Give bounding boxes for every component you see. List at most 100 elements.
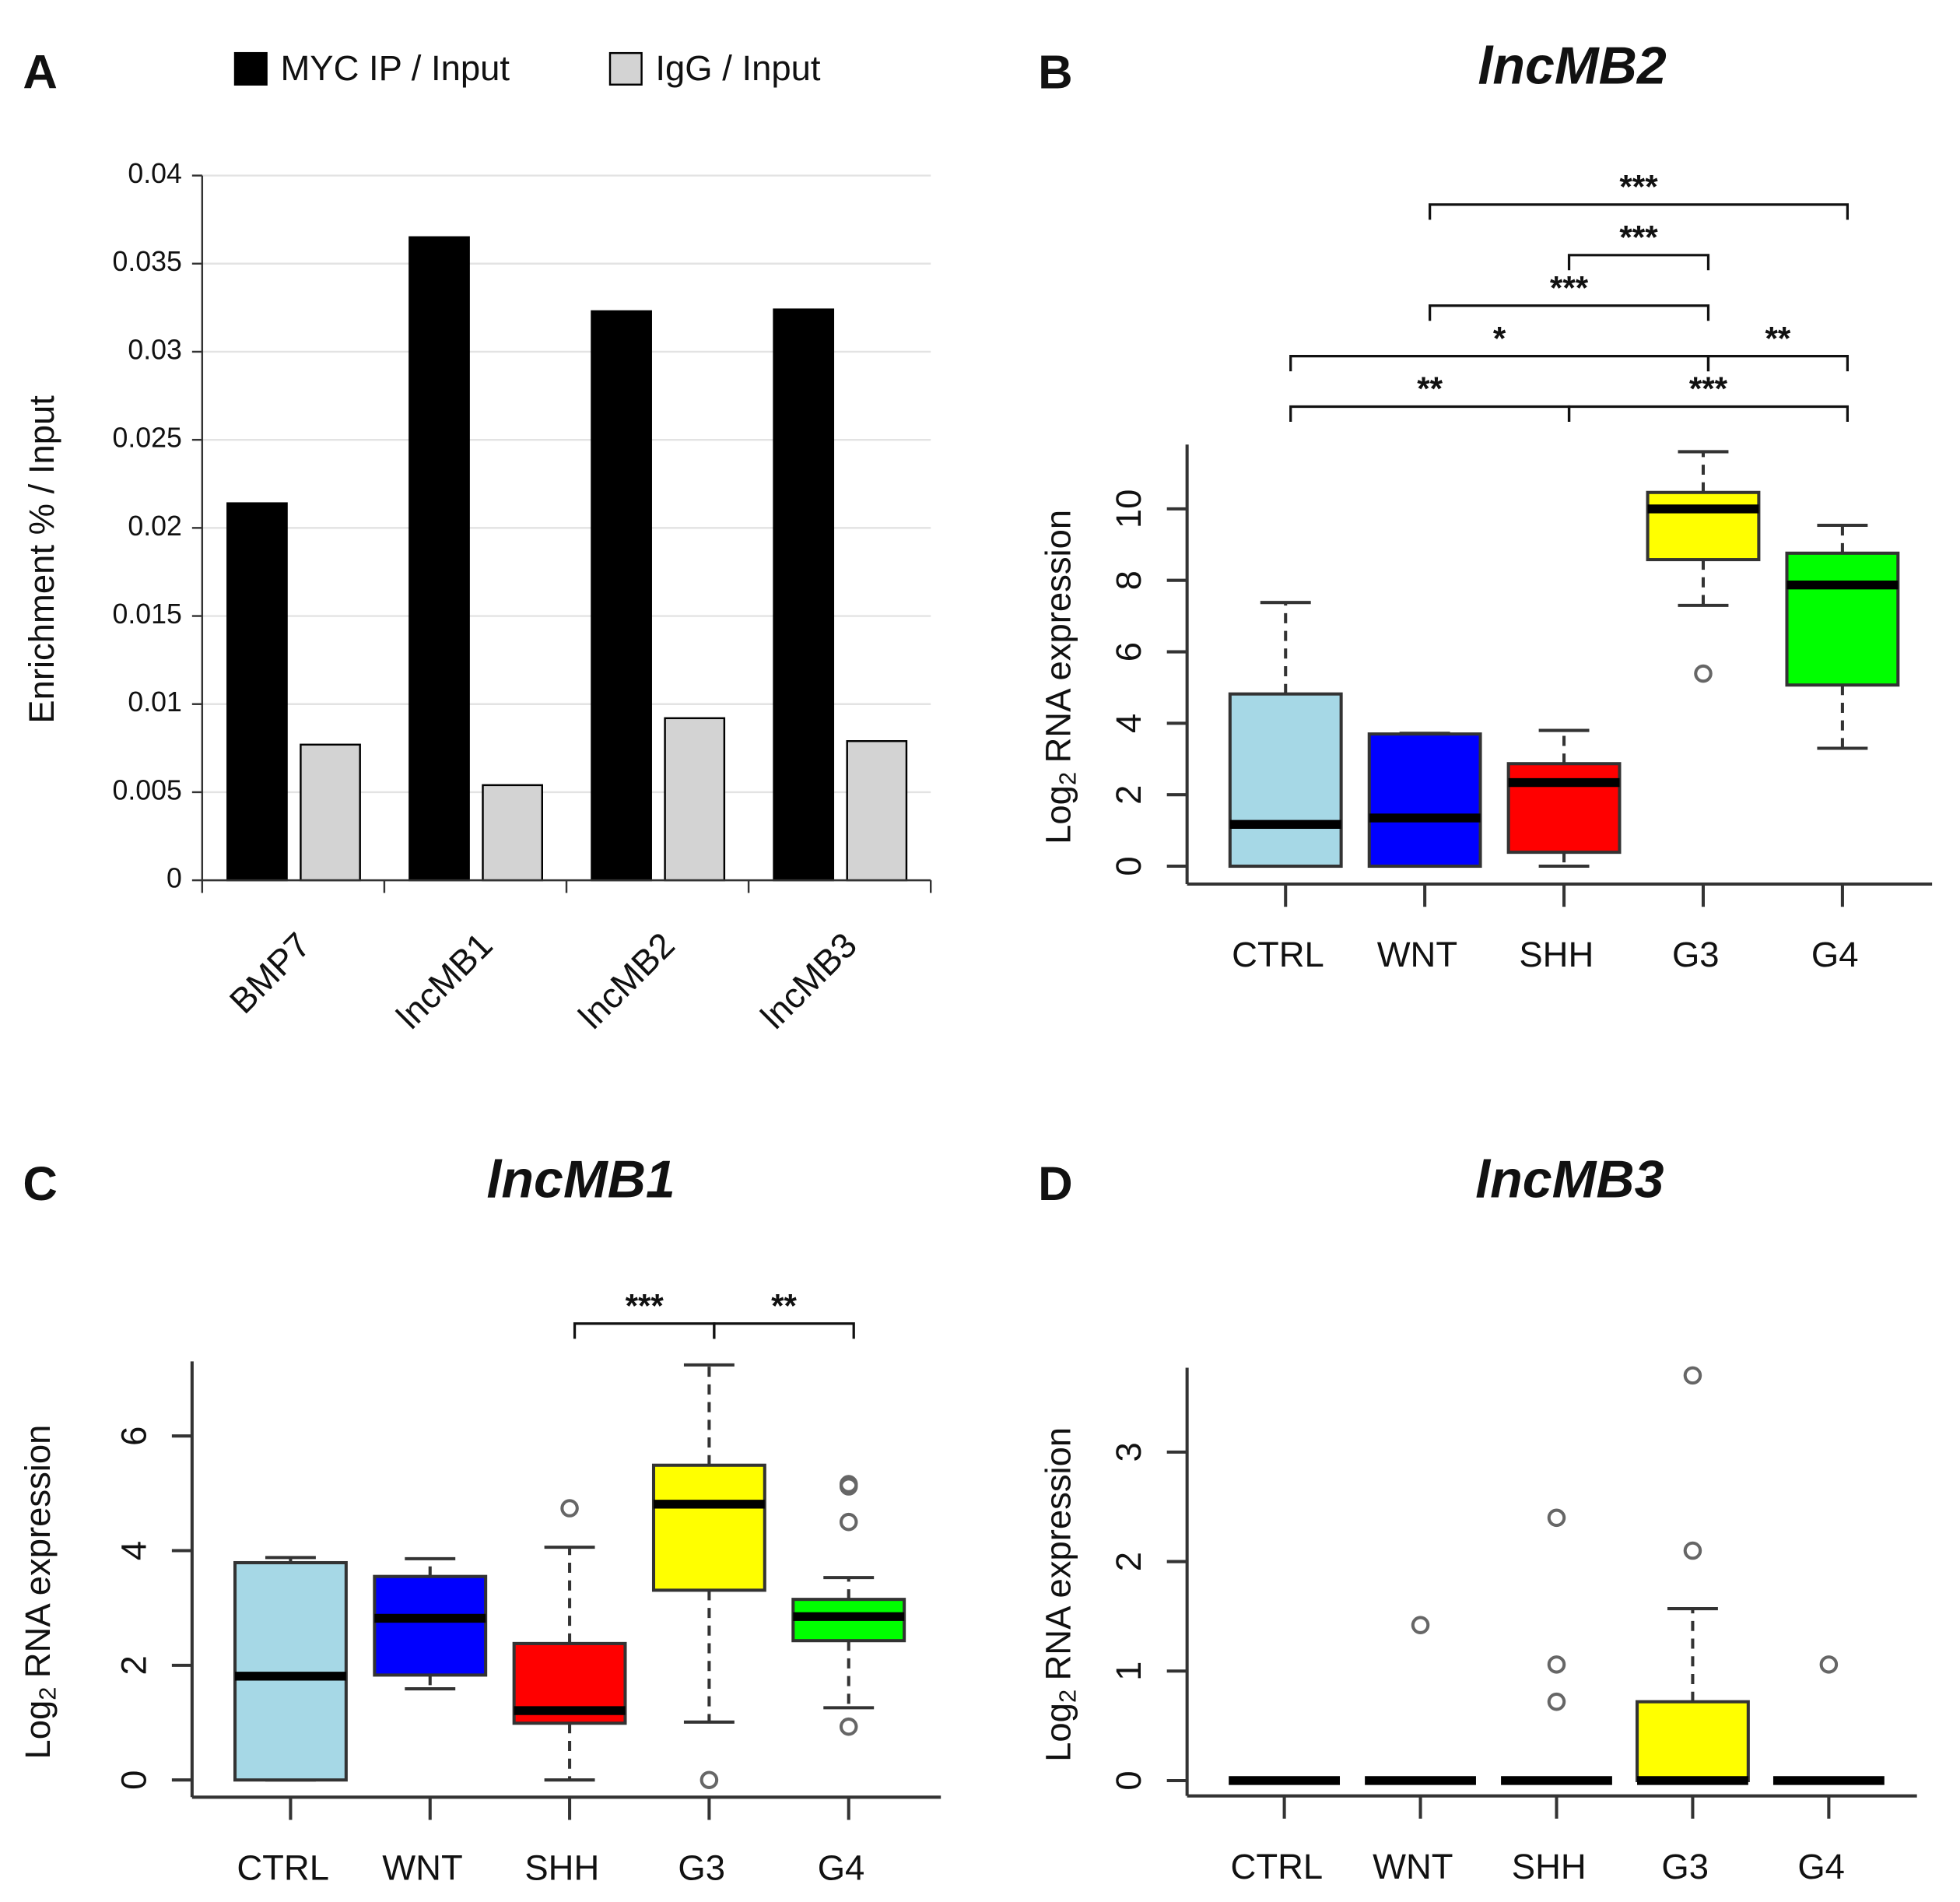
chart-title: lncMB3 — [1475, 1150, 1664, 1209]
x-tick-label: G3 — [1661, 1847, 1709, 1886]
y-tick-label: 4 — [114, 1541, 153, 1560]
y-tick-label: 0.04 — [128, 158, 181, 189]
y-tick-label: 6 — [1109, 642, 1148, 661]
outlier — [839, 1717, 858, 1736]
bar — [591, 310, 652, 882]
significance-bracket — [1289, 405, 1571, 423]
outlier — [1683, 1366, 1702, 1385]
x-tick-label: WNT — [1377, 935, 1457, 974]
box — [1785, 551, 1900, 687]
y-axis-label-sub: 2 — [1054, 1690, 1082, 1703]
y-tick-label: 0.03 — [128, 334, 181, 365]
bar — [300, 743, 361, 882]
significance-bracket — [1429, 203, 1850, 220]
x-tick-label: CTRL — [1231, 1847, 1324, 1886]
x-tick-label: G4 — [1797, 1847, 1845, 1886]
significance-label: *** — [1619, 169, 1658, 205]
y-tick-label: 0.035 — [113, 246, 182, 277]
y-tick-label: 2 — [114, 1655, 153, 1675]
bar — [846, 740, 908, 882]
box — [1635, 1700, 1750, 1783]
y-tick-label: 0.02 — [128, 511, 181, 542]
x-tick-label: G4 — [818, 1848, 865, 1887]
outlier — [1819, 1655, 1839, 1674]
x-tick-label: SHH — [524, 1848, 599, 1887]
y-tick-label: 0.025 — [113, 423, 182, 454]
y-tick-label: 0 — [1109, 1770, 1148, 1790]
box — [1367, 732, 1482, 869]
box — [1506, 762, 1622, 854]
box — [233, 1560, 348, 1782]
significance-bracket — [1567, 405, 1850, 423]
legend-swatch — [608, 51, 643, 86]
significance-bracket — [713, 1322, 855, 1339]
y-tick-label: 0 — [1109, 856, 1148, 876]
y-tick-label: 4 — [1109, 714, 1148, 733]
outlier — [1547, 1655, 1566, 1674]
panel-letter: D — [1038, 1157, 1073, 1211]
y-axis-label-part: Log — [1038, 785, 1078, 844]
y-axis-label-part: RNA expression — [18, 1425, 58, 1679]
outlier — [699, 1770, 719, 1789]
x-tick-label: G3 — [678, 1848, 725, 1887]
outlier — [839, 1512, 858, 1532]
legend-label: MYC IP / Input — [280, 48, 510, 88]
y-axis-label: Enrichment % / Input — [22, 395, 61, 724]
legend-label: IgG / Input — [655, 48, 820, 88]
y-tick-label: 2 — [1109, 1552, 1148, 1571]
y-axis-label-part: Log — [1038, 1703, 1078, 1762]
x-tick-label: G4 — [1811, 935, 1859, 974]
y-tick-label: 6 — [114, 1426, 153, 1446]
significance-label: ** — [1417, 370, 1443, 407]
y-tick-label: 8 — [1109, 570, 1148, 590]
y-axis-label-part: RNA expression — [1038, 1427, 1078, 1681]
x-tick-label: WNT — [382, 1848, 462, 1887]
x-tick-label: BMP7 — [222, 925, 318, 1022]
y-axis-label-sub: 2 — [34, 1687, 61, 1700]
x-tick-label: CTRL — [1232, 935, 1324, 974]
y-tick-label: 0 — [114, 1770, 153, 1790]
x-tick-label: lncMB1 — [389, 925, 500, 1037]
y-axis-label: Log2 RNA expression — [1038, 510, 1082, 844]
panel-letter: A — [23, 46, 58, 100]
x-tick-label: lncMB2 — [571, 925, 682, 1037]
outlier — [1683, 1541, 1702, 1560]
legend-swatch — [233, 51, 268, 86]
y-tick-label: 3 — [1109, 1442, 1148, 1462]
significance-label: *** — [626, 1287, 664, 1324]
panel-letter: B — [1038, 46, 1073, 100]
panel-letter: C — [23, 1157, 58, 1211]
bar — [664, 717, 726, 882]
y-tick-label: 1 — [1109, 1662, 1148, 1681]
outlier — [1694, 664, 1713, 683]
x-tick-label: G3 — [1672, 935, 1720, 974]
box — [651, 1463, 766, 1592]
significance-bracket — [1289, 355, 1710, 372]
y-tick-label: 0 — [167, 863, 182, 894]
significance-bracket — [573, 1322, 716, 1339]
significance-label: *** — [1619, 219, 1658, 255]
significance-label: ** — [1765, 320, 1791, 356]
x-tick-label: SHH — [1512, 1847, 1587, 1886]
y-tick-label: 0.005 — [113, 774, 182, 805]
chart-title: lncMB1 — [487, 1150, 675, 1209]
y-tick-label: 0.01 — [128, 686, 181, 718]
outlier — [560, 1499, 579, 1518]
box — [373, 1574, 488, 1677]
bar — [482, 784, 543, 882]
x-tick-label: WNT — [1373, 1847, 1453, 1886]
y-axis-label-sub: 2 — [1054, 772, 1082, 785]
y-axis-label-part: RNA expression — [1038, 510, 1078, 763]
x-tick-label: lncMB3 — [753, 925, 864, 1037]
outlier — [1547, 1692, 1566, 1711]
x-tick-label: CTRL — [237, 1848, 329, 1887]
y-axis-label-part: Log — [18, 1700, 58, 1760]
box — [1228, 692, 1343, 869]
bar — [408, 236, 470, 882]
significance-label: * — [1493, 320, 1506, 356]
y-axis-label: Log2 RNA expression — [1038, 1427, 1082, 1762]
significance-label: *** — [1689, 370, 1728, 407]
y-tick-label: 10 — [1109, 490, 1148, 529]
